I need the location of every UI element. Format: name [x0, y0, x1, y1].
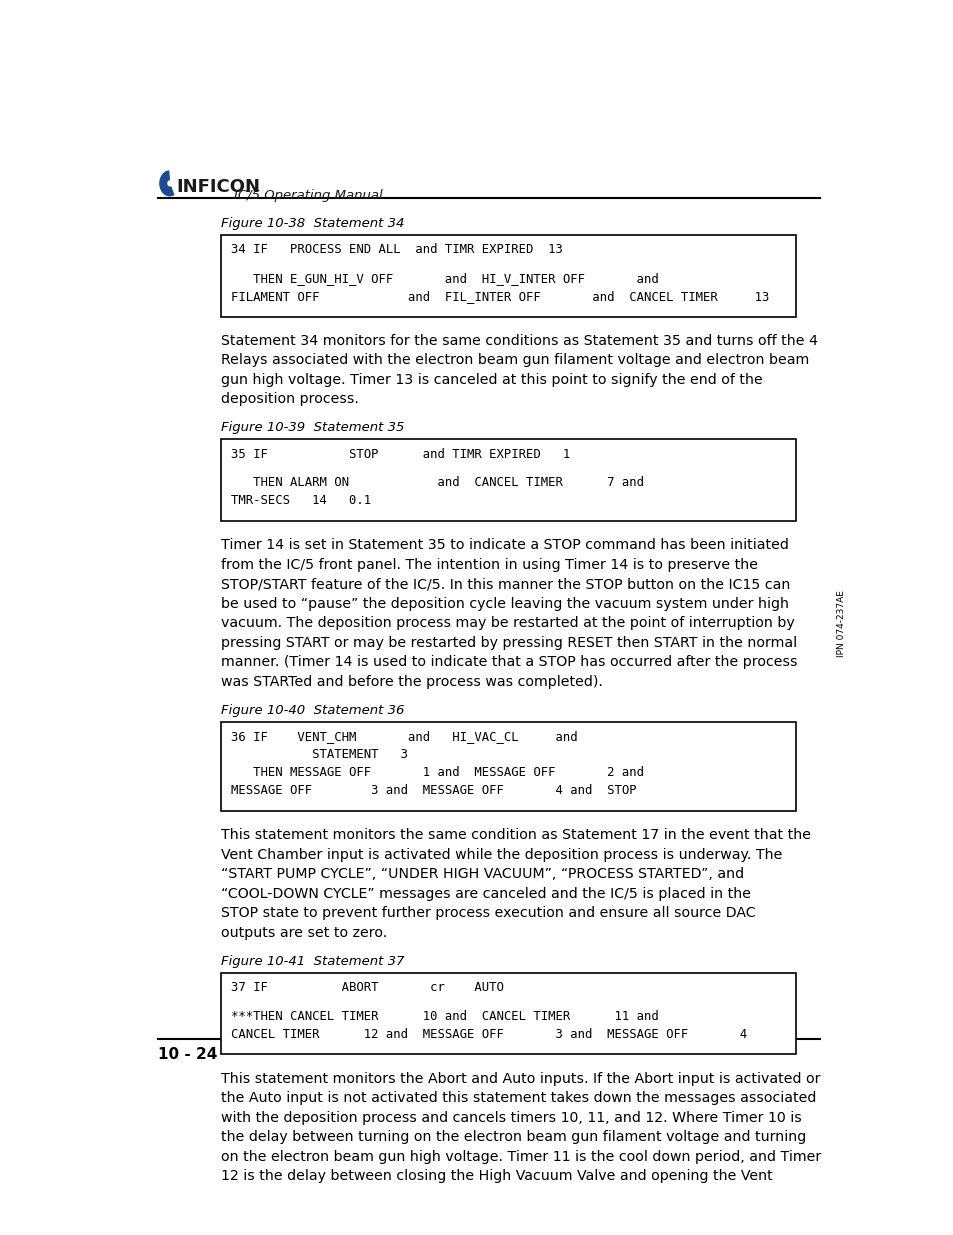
Text: 36 IF    VENT_CHM       and   HI_VAC_CL     and: 36 IF VENT_CHM and HI_VAC_CL and — [231, 730, 577, 743]
Text: Statement 34 monitors for the same conditions as Statement 35 and turns off the : Statement 34 monitors for the same condi… — [221, 333, 818, 347]
Text: THEN ALARM ON            and  CANCEL TIMER      7 and: THEN ALARM ON and CANCEL TIMER 7 and — [231, 477, 643, 489]
Text: TMR-SECS   14   0.1: TMR-SECS 14 0.1 — [231, 494, 371, 508]
Text: from the IC/5 front panel. The intention in using Timer 14 is to preserve the: from the IC/5 front panel. The intention… — [221, 557, 758, 572]
Text: MESSAGE OFF        3 and  MESSAGE OFF       4 and  STOP: MESSAGE OFF 3 and MESSAGE OFF 4 and STOP — [231, 784, 636, 798]
Text: “COOL-DOWN CYCLE” messages are canceled and the IC/5 is placed in the: “COOL-DOWN CYCLE” messages are canceled … — [221, 887, 751, 900]
Wedge shape — [160, 172, 173, 196]
Text: This statement monitors the same condition as Statement 17 in the event that the: This statement monitors the same conditi… — [221, 829, 810, 842]
Text: was STARTed and before the process was completed).: was STARTed and before the process was c… — [221, 674, 602, 689]
Text: on the electron beam gun high voltage. Timer 11 is the cool down period, and Tim: on the electron beam gun high voltage. T… — [221, 1150, 821, 1163]
Text: Figure 10-41  Statement 37: Figure 10-41 Statement 37 — [221, 955, 404, 967]
Text: CANCEL TIMER      12 and  MESSAGE OFF       3 and  MESSAGE OFF       4: CANCEL TIMER 12 and MESSAGE OFF 3 and ME… — [231, 1028, 746, 1041]
FancyBboxPatch shape — [221, 235, 795, 316]
Text: 10 - 24: 10 - 24 — [157, 1047, 217, 1062]
Text: IPN 074-237AE: IPN 074-237AE — [836, 590, 845, 657]
FancyBboxPatch shape — [221, 973, 795, 1055]
Text: deposition process.: deposition process. — [221, 393, 358, 406]
FancyBboxPatch shape — [221, 440, 795, 521]
Text: gun high voltage. Timer 13 is canceled at this point to signify the end of the: gun high voltage. Timer 13 is canceled a… — [221, 373, 762, 387]
Text: outputs are set to zero.: outputs are set to zero. — [221, 925, 387, 940]
Text: with the deposition process and cancels timers 10, 11, and 12. Where Timer 10 is: with the deposition process and cancels … — [221, 1110, 801, 1125]
Text: “START PUMP CYCLE”, “UNDER HIGH VACUUM”, “PROCESS STARTED”, and: “START PUMP CYCLE”, “UNDER HIGH VACUUM”,… — [221, 867, 743, 881]
Text: pressing START or may be restarted by pressing RESET then START in the normal: pressing START or may be restarted by pr… — [221, 636, 797, 650]
Text: be used to “pause” the deposition cycle leaving the vacuum system under high: be used to “pause” the deposition cycle … — [221, 597, 788, 610]
Text: vacuum. The deposition process may be restarted at the point of interruption by: vacuum. The deposition process may be re… — [221, 616, 794, 630]
Text: 12 is the delay between closing the High Vacuum Valve and opening the Vent: 12 is the delay between closing the High… — [221, 1170, 772, 1183]
Text: THEN E_GUN_HI_V OFF       and  HI_V_INTER OFF       and: THEN E_GUN_HI_V OFF and HI_V_INTER OFF a… — [231, 272, 658, 285]
Text: INFICON: INFICON — [176, 178, 260, 195]
Text: Figure 10-40  Statement 36: Figure 10-40 Statement 36 — [221, 704, 404, 716]
Text: 37 IF          ABORT       cr    AUTO: 37 IF ABORT cr AUTO — [231, 982, 503, 994]
Text: manner. (Timer 14 is used to indicate that a STOP has occurred after the process: manner. (Timer 14 is used to indicate th… — [221, 655, 797, 669]
Text: Vent Chamber input is activated while the deposition process is underway. The: Vent Chamber input is activated while th… — [221, 847, 781, 862]
Text: Figure 10-38  Statement 34: Figure 10-38 Statement 34 — [221, 216, 404, 230]
Text: IC/5 Operating Manual: IC/5 Operating Manual — [233, 189, 382, 203]
Text: Figure 10-39  Statement 35: Figure 10-39 Statement 35 — [221, 421, 404, 435]
Text: FILAMENT OFF            and  FIL_INTER OFF       and  CANCEL TIMER     13: FILAMENT OFF and FIL_INTER OFF and CANCE… — [231, 290, 768, 303]
Text: STATEMENT   3: STATEMENT 3 — [231, 748, 408, 761]
Text: STOP/START feature of the IC/5. In this manner the STOP button on the IC15 can: STOP/START feature of the IC/5. In this … — [221, 577, 790, 592]
FancyBboxPatch shape — [221, 721, 795, 811]
Text: 35 IF           STOP      and TIMR EXPIRED   1: 35 IF STOP and TIMR EXPIRED 1 — [231, 448, 570, 461]
Text: STOP state to prevent further process execution and ensure all source DAC: STOP state to prevent further process ex… — [221, 906, 755, 920]
Text: This statement monitors the Abort and Auto inputs. If the Abort input is activat: This statement monitors the Abort and Au… — [221, 1072, 820, 1086]
Text: Relays associated with the electron beam gun filament voltage and electron beam: Relays associated with the electron beam… — [221, 353, 809, 367]
Text: THEN MESSAGE OFF       1 and  MESSAGE OFF       2 and: THEN MESSAGE OFF 1 and MESSAGE OFF 2 and — [231, 766, 643, 779]
Text: Timer 14 is set in Statement 35 to indicate a STOP command has been initiated: Timer 14 is set in Statement 35 to indic… — [221, 538, 788, 552]
Text: the Auto input is not activated this statement takes down the messages associate: the Auto input is not activated this sta… — [221, 1091, 816, 1105]
Text: the delay between turning on the electron beam gun filament voltage and turning: the delay between turning on the electro… — [221, 1130, 805, 1144]
Text: ***THEN CANCEL TIMER      10 and  CANCEL TIMER      11 and: ***THEN CANCEL TIMER 10 and CANCEL TIMER… — [231, 1010, 658, 1023]
Text: 34 IF   PROCESS END ALL  and TIMR EXPIRED  13: 34 IF PROCESS END ALL and TIMR EXPIRED 1… — [231, 243, 562, 257]
